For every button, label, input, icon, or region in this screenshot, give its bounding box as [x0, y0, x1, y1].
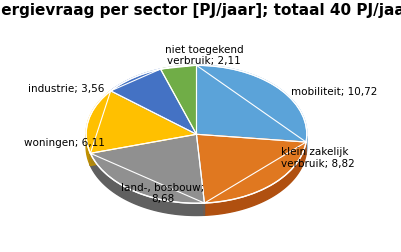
Title: Energievraag per sector [PJ/jaar]; totaal 40 PJ/jaar: Energievraag per sector [PJ/jaar]; totaa… — [0, 3, 401, 18]
Polygon shape — [90, 135, 196, 166]
Text: klein zakelijk
verbruik; 8,82: klein zakelijk verbruik; 8,82 — [281, 147, 354, 168]
Polygon shape — [306, 137, 307, 155]
Polygon shape — [196, 135, 306, 155]
Ellipse shape — [86, 78, 307, 216]
Polygon shape — [111, 70, 196, 135]
Polygon shape — [160, 66, 196, 135]
Text: woningen; 6,11: woningen; 6,11 — [24, 137, 105, 147]
Polygon shape — [196, 135, 205, 215]
Polygon shape — [196, 135, 306, 203]
Text: niet toegekend
verbruik; 2,11: niet toegekend verbruik; 2,11 — [165, 45, 243, 66]
Polygon shape — [196, 66, 307, 142]
Polygon shape — [90, 135, 205, 203]
Polygon shape — [196, 135, 306, 155]
Polygon shape — [90, 135, 196, 166]
Text: mobiliteit; 10,72: mobiliteit; 10,72 — [292, 87, 378, 97]
Text: land-, bosbouw;
8,68: land-, bosbouw; 8,68 — [121, 182, 205, 204]
Polygon shape — [90, 154, 205, 216]
Polygon shape — [196, 135, 205, 215]
Polygon shape — [86, 91, 196, 154]
Polygon shape — [205, 142, 306, 215]
Text: industrie; 3,56: industrie; 3,56 — [28, 84, 105, 94]
Polygon shape — [86, 135, 90, 166]
